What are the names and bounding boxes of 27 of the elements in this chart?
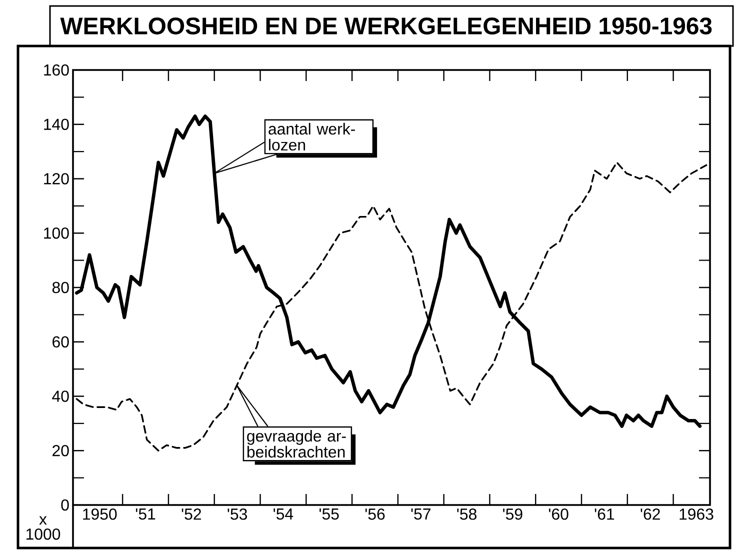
y-axis-title: x 1000 xyxy=(26,516,60,540)
y-tick-label: 40 xyxy=(52,390,69,402)
x-tick-label: 1950 xyxy=(83,508,117,520)
x-tick-label: '52 xyxy=(182,508,201,520)
y-tick-label: 0 xyxy=(61,499,69,511)
y-tick-label: 120 xyxy=(44,173,69,184)
x-tick-label: '53 xyxy=(228,508,247,520)
x-tick-label: '51 xyxy=(136,508,156,520)
x-tick-label: '59 xyxy=(503,508,522,520)
x-tick-label: '54 xyxy=(274,508,294,520)
y-tick-label: 20 xyxy=(52,444,69,456)
y-tick-label: 140 xyxy=(44,118,69,130)
annotation: gevraagde ar-beidskrachten xyxy=(247,430,346,458)
x-tick-label: '61 xyxy=(594,508,614,520)
chart-title: WERKLOOSHEID EN DE WERKGELEGENHEID 1950-1963 xyxy=(60,18,712,34)
y-tick-label: 80 xyxy=(52,282,69,294)
y-tick-label: 60 xyxy=(52,336,69,348)
x-tick-label: '62 xyxy=(640,508,660,520)
annotation: aantal werk-lozen xyxy=(268,122,355,151)
x-tick-label: '55 xyxy=(320,508,339,520)
x-tick-label: '60 xyxy=(548,508,568,520)
y-tick-label: 160 xyxy=(44,64,69,76)
x-tick-label: '56 xyxy=(365,508,385,520)
x-tick-label: '58 xyxy=(457,508,476,520)
y-tick-label: 100 xyxy=(44,227,69,239)
x-tick-label: '57 xyxy=(411,508,430,520)
x-tick-label: 1963 xyxy=(680,508,714,520)
